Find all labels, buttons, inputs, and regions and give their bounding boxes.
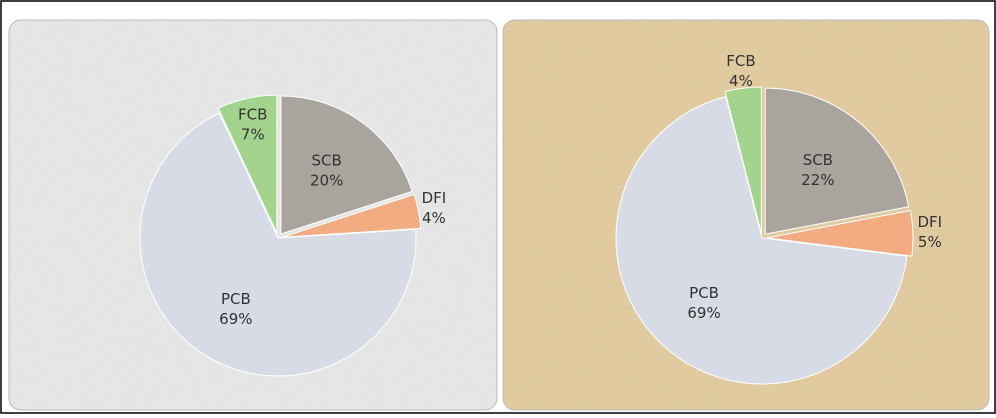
- pie-slice: [282, 193, 422, 238]
- pie-slice: [766, 209, 914, 257]
- slice-label: DFI: [918, 213, 943, 231]
- pie-slice: [280, 95, 413, 235]
- pie-slice: [724, 86, 762, 234]
- slice-value-label: 7%: [241, 125, 265, 143]
- slice-value-label: 69%: [687, 304, 720, 322]
- pie-slice: [217, 94, 278, 234]
- slice-value-label: 5%: [918, 233, 942, 251]
- slice-value-label: 69%: [219, 310, 252, 328]
- slice-value-label: 4%: [422, 209, 446, 227]
- slice-label: DFI: [422, 189, 447, 207]
- slice-value-label: 22%: [801, 171, 834, 189]
- slice-label: FCB: [238, 105, 267, 123]
- slice-label: FCB: [726, 52, 755, 70]
- slice-label: PCB: [221, 290, 251, 308]
- pie-slice: [764, 87, 910, 235]
- slice-label: PCB: [689, 284, 719, 302]
- slice-value-label: 4%: [729, 72, 753, 90]
- slice-value-label: 20%: [310, 172, 343, 190]
- slice-label: SCB: [312, 152, 342, 170]
- slice-label: SCB: [803, 151, 833, 169]
- pie-slice: [139, 112, 417, 377]
- pie-slice: [615, 95, 908, 385]
